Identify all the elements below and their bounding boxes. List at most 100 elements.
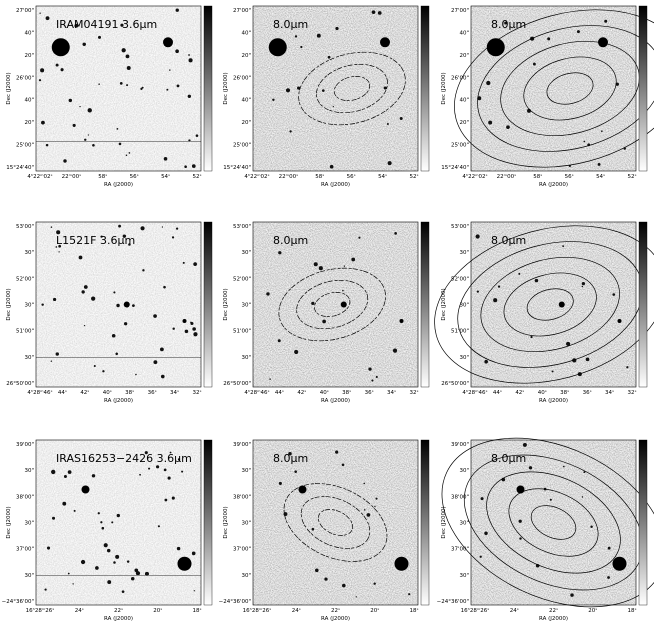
- image: [253, 440, 418, 605]
- dec-tick-label: 26°50'00": [6, 381, 34, 387]
- star: [351, 257, 356, 262]
- star: [597, 162, 601, 166]
- ra-tick-label: 18ˢ: [192, 608, 201, 614]
- star: [84, 138, 87, 141]
- bright-source: [617, 319, 622, 323]
- star: [135, 571, 141, 576]
- ra-tick-label: 40ˢ: [103, 390, 112, 396]
- dec-tick-label: 53'00": [233, 224, 251, 230]
- dec-tick-label: 37'00": [233, 547, 251, 553]
- ra-tick-label: 24ˢ: [292, 608, 301, 614]
- panel: 8.0μm 53'00" 30" 52'00" 30" 51'00" 30" 26°50'00…: [434, 221, 654, 404]
- ra-tick-label: 44ˢ: [275, 390, 284, 396]
- y-axis-label: Dec (J2000): [6, 288, 12, 320]
- star: [116, 127, 119, 130]
- star: [315, 568, 319, 573]
- colorbar: [203, 439, 213, 606]
- star: [278, 251, 282, 255]
- bright-source: [612, 556, 627, 571]
- x-axis-label: RA (J2000): [539, 182, 568, 188]
- dec-tick-label: 51'00": [233, 329, 251, 335]
- x-axis-label: RA (J2000): [539, 616, 568, 622]
- x-axis-label: RA (J2000): [321, 398, 350, 404]
- star: [175, 49, 179, 54]
- star: [119, 82, 123, 85]
- star: [484, 359, 488, 364]
- dec-tick-label: 30": [24, 521, 34, 527]
- star: [51, 469, 56, 475]
- ra-tick-label: 4ʰ28ᵐ46ˢ: [462, 389, 487, 396]
- star: [87, 108, 92, 113]
- star: [95, 566, 99, 570]
- contour: [546, 72, 594, 105]
- star: [311, 301, 315, 305]
- star: [394, 232, 397, 235]
- frame: [35, 5, 202, 172]
- contour: [296, 279, 369, 330]
- star: [486, 80, 491, 86]
- star: [63, 159, 67, 163]
- bright-source: [51, 38, 70, 57]
- star: [169, 451, 172, 454]
- dec-tick-label: 25'00": [16, 143, 34, 149]
- ra-tick-label: 16ʰ28ᵐ26ˢ: [243, 607, 272, 614]
- dec-tick-label: 40": [241, 98, 251, 104]
- star: [479, 555, 482, 558]
- dec-tick-label: 20": [24, 120, 34, 126]
- dec-tick-label: 30": [24, 468, 34, 474]
- star: [50, 360, 53, 362]
- star: [342, 583, 346, 588]
- star: [125, 154, 128, 156]
- dec-tick-label: 25'00": [451, 143, 469, 149]
- dec-tick-label: −24°36'00": [219, 599, 251, 605]
- star: [87, 134, 89, 136]
- bright-source: [394, 556, 409, 571]
- star: [534, 278, 539, 283]
- contour: [530, 505, 577, 540]
- star: [570, 593, 574, 597]
- star: [358, 236, 361, 239]
- star: [607, 546, 611, 550]
- star: [125, 54, 130, 59]
- star: [177, 458, 181, 461]
- ra-tick-label: 40ˢ: [320, 390, 329, 396]
- dec-tick-label: 27'00": [16, 8, 34, 14]
- dec-tick-label: 30": [459, 303, 469, 309]
- star: [585, 357, 590, 362]
- star: [190, 321, 194, 326]
- dec-tick-label: 30": [24, 355, 34, 361]
- star: [40, 68, 45, 73]
- dec-tick-label: 26'00": [16, 75, 34, 81]
- dec-tick-label: 26°50'00": [223, 381, 251, 387]
- star: [277, 339, 281, 343]
- star: [157, 525, 160, 528]
- colorbar: [203, 221, 213, 388]
- star: [181, 470, 184, 473]
- star: [581, 281, 586, 286]
- star: [387, 161, 392, 166]
- star: [188, 54, 190, 56]
- bright-source: [177, 556, 192, 571]
- panel: L1521F 3.6μm 53'00" 30" 52'00" 30" 51'00" 30" 2…: [6, 221, 213, 404]
- dec-tick-label: 30": [459, 573, 469, 579]
- star: [343, 265, 346, 267]
- colorbar: [638, 439, 648, 606]
- star: [74, 23, 79, 28]
- star: [111, 521, 114, 524]
- x-axis-label: RA (J2000): [104, 182, 133, 188]
- dec-tick-label: 25'00": [233, 143, 251, 149]
- star: [80, 559, 86, 565]
- star: [41, 303, 44, 306]
- star: [176, 546, 181, 551]
- star: [363, 509, 366, 511]
- dec-tick-label: 38'00": [233, 494, 251, 500]
- panel: 8.0μm 53'00" 30" 52'00" 30" 51'00" 30" 26°50'00…: [223, 221, 430, 404]
- dec-tick-label: 30": [241, 250, 251, 256]
- star: [475, 234, 480, 239]
- star: [72, 123, 76, 127]
- star: [124, 322, 128, 326]
- star: [141, 86, 144, 89]
- star: [120, 23, 124, 27]
- ra-tick-label: 36ˢ: [365, 390, 374, 396]
- y-axis-label: Dec (J2000): [441, 72, 447, 104]
